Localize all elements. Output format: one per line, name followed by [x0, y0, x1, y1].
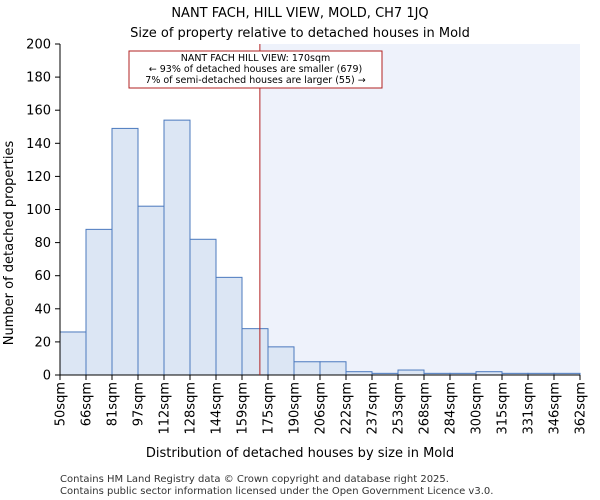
y-axis-label: Number of detached properties: [2, 141, 17, 346]
histogram-bar: [163, 119, 191, 376]
y-tick-label: 140: [26, 137, 51, 152]
y-tick-label: 100: [26, 203, 51, 218]
histogram-bar: [241, 328, 269, 376]
footer-line-1: Contains HM Land Registry data © Crown c…: [60, 474, 449, 485]
y-tick-label: 80: [34, 236, 51, 251]
annotation-border: [128, 50, 383, 89]
histogram-bar: [397, 369, 425, 376]
x-tick-label: 284sqm: [444, 382, 459, 435]
y-tick-label: 180: [26, 71, 51, 86]
y-tick-label: 160: [26, 104, 51, 119]
x-tick-label: 190sqm: [288, 382, 303, 435]
larger-properties-region: [259, 44, 580, 375]
x-tick-label: 268sqm: [418, 382, 433, 435]
y-tick-label: 40: [34, 302, 51, 317]
x-tick-label: 237sqm: [366, 382, 381, 435]
histogram-bar: [111, 127, 139, 376]
x-tick-label: 175sqm: [262, 382, 277, 435]
histogram-bar: [293, 361, 321, 376]
annotation-line-3: 7% of semi-detached houses are larger (5…: [145, 75, 365, 86]
x-tick-label: 50sqm: [54, 382, 69, 426]
histogram-bar: [319, 361, 347, 376]
chart-subtitle: Size of property relative to detached ho…: [130, 26, 470, 41]
x-tick-label: 222sqm: [340, 382, 355, 435]
histogram-bar: [59, 331, 87, 376]
x-tick-label: 81sqm: [106, 382, 121, 426]
x-axis-label: Distribution of detached houses by size …: [146, 446, 454, 461]
y-tick-label: 200: [26, 38, 51, 53]
x-tick-label: 112sqm: [158, 382, 173, 435]
histogram-bar: [189, 238, 217, 376]
histogram-bar: [85, 228, 113, 376]
annotation-box: NANT FACH HILL VIEW: 170sqm ← 93% of det…: [128, 50, 383, 89]
x-tick-label: 66sqm: [80, 382, 95, 426]
y-tick-label: 0: [43, 369, 51, 384]
x-tick-label: 206sqm: [314, 382, 329, 435]
footer-line-2: Contains public sector information licen…: [60, 486, 493, 497]
x-tick-label: 300sqm: [470, 382, 485, 435]
annotation-line-2: ← 93% of detached houses are smaller (67…: [149, 64, 362, 75]
chart-title: NANT FACH, HILL VIEW, MOLD, CH7 1JQ: [171, 6, 428, 21]
x-tick-label: 331sqm: [522, 382, 537, 435]
x-tick-label: 362sqm: [574, 382, 589, 435]
y-tick-label: 120: [26, 170, 51, 185]
histogram-bar: [137, 205, 165, 376]
x-tick-label: 144sqm: [210, 382, 225, 435]
x-tick-label: 346sqm: [548, 382, 563, 435]
x-tick-label: 128sqm: [184, 382, 199, 435]
x-tick-label: 97sqm: [132, 382, 147, 426]
annotation-line-1: NANT FACH HILL VIEW: 170sqm: [181, 53, 331, 64]
x-tick-label: 315sqm: [496, 382, 511, 435]
histogram-bar: [267, 346, 295, 376]
x-tick-label: 159sqm: [236, 382, 251, 435]
y-tick-label: 20: [34, 335, 51, 350]
y-tick-label: 60: [34, 269, 51, 284]
x-tick-label: 253sqm: [392, 382, 407, 435]
histogram-bar: [215, 276, 243, 376]
